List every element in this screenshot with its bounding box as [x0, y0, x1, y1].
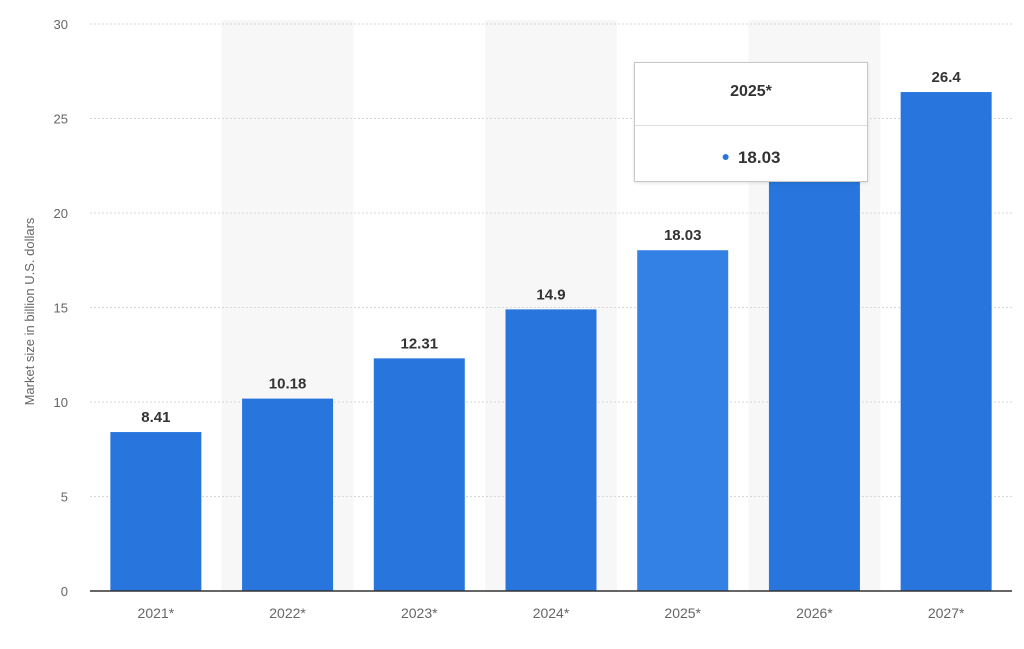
bar-value-label: 26.4 [932, 69, 962, 86]
bar-value-label: 12.31 [401, 335, 439, 352]
bar-value-label: 8.41 [141, 409, 170, 426]
tooltip-value-row: ● 18.03 [635, 126, 867, 183]
y-tick-label: 20 [54, 206, 68, 221]
x-tick-label: 2022* [269, 605, 306, 621]
x-tick-label: 2024* [533, 605, 570, 621]
bar [373, 358, 465, 591]
x-tick-label: 2027* [928, 605, 965, 621]
bar [900, 92, 992, 591]
y-tick-label: 5 [61, 490, 68, 505]
series-dot-icon: ● [721, 148, 730, 164]
bar-value-label: 18.03 [664, 227, 702, 244]
y-tick-label: 10 [54, 395, 68, 410]
bar [242, 398, 334, 591]
bar [768, 177, 860, 592]
y-tick-label: 25 [54, 112, 68, 127]
tooltip-title: 2025* [635, 63, 867, 126]
bar-value-label: 14.9 [536, 286, 565, 303]
x-tick-label: 2021* [138, 605, 175, 621]
tooltip-value: 18.03 [737, 148, 781, 167]
bar [637, 250, 729, 591]
y-tick-label: 15 [54, 301, 68, 316]
x-tick-label: 2026* [796, 605, 833, 621]
bar [505, 309, 597, 591]
y-tick-label: 30 [54, 17, 68, 32]
bar [110, 432, 202, 591]
x-tick-label: 2023* [401, 605, 438, 621]
chart-tooltip: 2025* ● 18.03 [634, 62, 868, 182]
y-axis-title: Market size in billion U.S. dollars [22, 217, 37, 405]
bar-value-label: 10.18 [269, 376, 307, 393]
x-tick-label: 2025* [664, 605, 701, 621]
y-tick-label: 0 [61, 584, 68, 599]
